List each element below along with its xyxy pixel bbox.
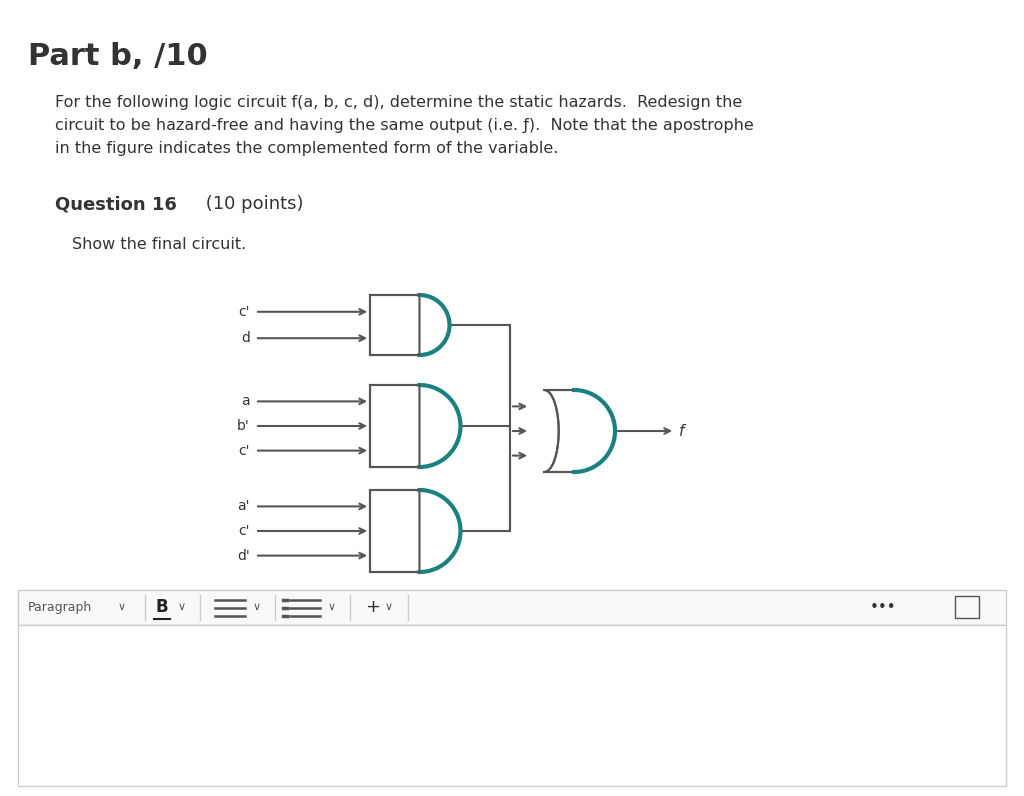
Polygon shape: [370, 295, 420, 355]
Text: ∨: ∨: [178, 603, 186, 612]
Text: d: d: [241, 331, 250, 345]
Bar: [18, 590, 1006, 625]
Text: f: f: [679, 423, 684, 439]
Text: For the following logic circuit f(a, b, c, d), determine the static hazards.  Re: For the following logic circuit f(a, b, …: [55, 95, 742, 110]
Polygon shape: [370, 490, 420, 572]
Text: ∨: ∨: [328, 603, 336, 612]
Bar: [18, 625, 1006, 786]
Text: ∨: ∨: [385, 603, 393, 612]
Text: ∨: ∨: [118, 603, 126, 612]
Text: a: a: [242, 394, 250, 408]
Text: c': c': [239, 524, 250, 538]
Text: •••: •••: [870, 600, 897, 615]
Text: a': a': [238, 499, 250, 513]
Text: Show the final circuit.: Show the final circuit.: [72, 237, 246, 252]
Text: B: B: [156, 599, 168, 616]
Text: +: +: [365, 599, 380, 616]
Polygon shape: [370, 385, 420, 467]
Text: c': c': [239, 443, 250, 458]
Text: in the figure indicates the complemented form of the variable.: in the figure indicates the complemented…: [55, 141, 558, 156]
Text: b': b': [238, 419, 250, 433]
Text: circuit to be hazard-free and having the same output (i.e. ƒ).  Note that the ap: circuit to be hazard-free and having the…: [55, 118, 754, 133]
Text: Part b, /10: Part b, /10: [28, 42, 208, 71]
Text: (10 points): (10 points): [200, 195, 303, 213]
Text: c': c': [239, 305, 250, 319]
Bar: [955, 595, 979, 618]
Polygon shape: [545, 390, 615, 472]
Text: ∨: ∨: [253, 603, 261, 612]
Polygon shape: [420, 295, 450, 355]
Text: Question 16: Question 16: [55, 195, 177, 213]
Text: d': d': [238, 548, 250, 563]
Polygon shape: [420, 490, 461, 572]
Polygon shape: [420, 385, 461, 467]
Text: Paragraph: Paragraph: [28, 601, 92, 614]
